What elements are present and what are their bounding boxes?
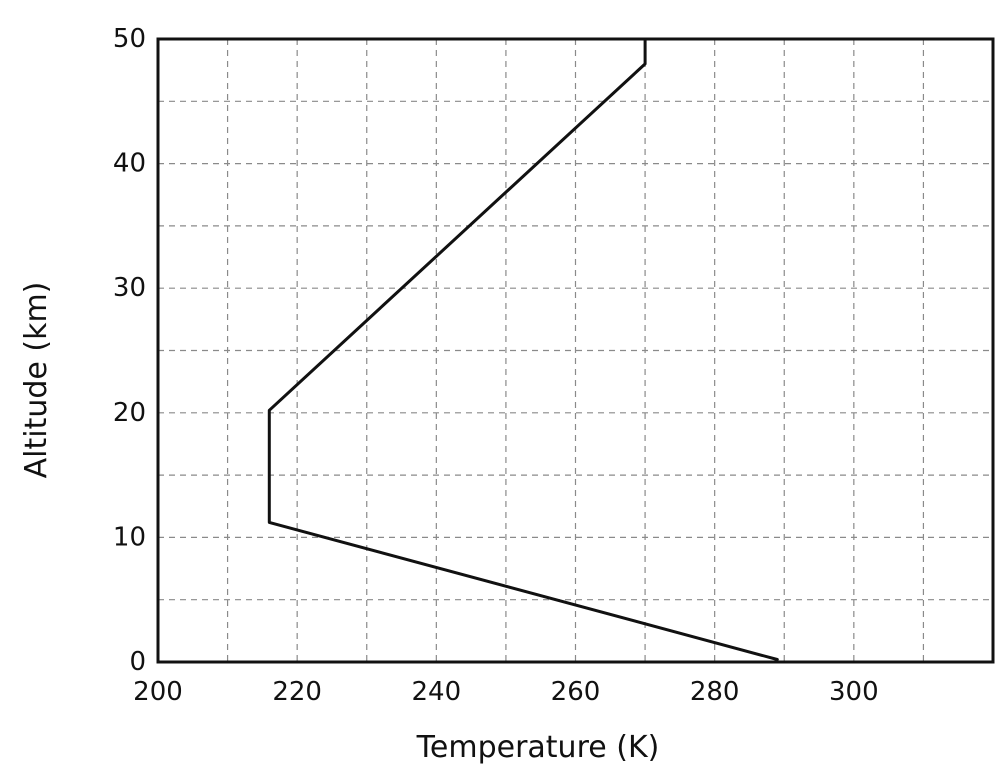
x-tick-label: 200: [133, 677, 183, 707]
x-axis-label: Temperature (K): [416, 730, 660, 765]
x-tick-label: 220: [272, 677, 322, 707]
grid: [158, 39, 993, 662]
y-tick-labels: 0 10 20 30 40 50: [113, 24, 146, 677]
series-layer: [267, 37, 779, 661]
x-tick-labels: 200 220 240 260 280 300: [133, 677, 878, 707]
temperature-profile-line: [267, 37, 779, 661]
y-tick-label: 10: [113, 522, 146, 552]
y-tick-label: 50: [113, 24, 146, 54]
x-tick-label: 300: [829, 677, 879, 707]
x-tick-label: 280: [690, 677, 740, 707]
y-axis-label: Altitude (km): [19, 282, 54, 479]
y-tick-label: 20: [113, 398, 146, 428]
y-tick-label: 0: [129, 647, 146, 677]
plot-frame: [156, 37, 995, 664]
y-tick-label: 40: [113, 149, 146, 179]
x-tick-label: 240: [412, 677, 462, 707]
y-tick-label: 30: [113, 273, 146, 303]
x-tick-label: 260: [551, 677, 601, 707]
